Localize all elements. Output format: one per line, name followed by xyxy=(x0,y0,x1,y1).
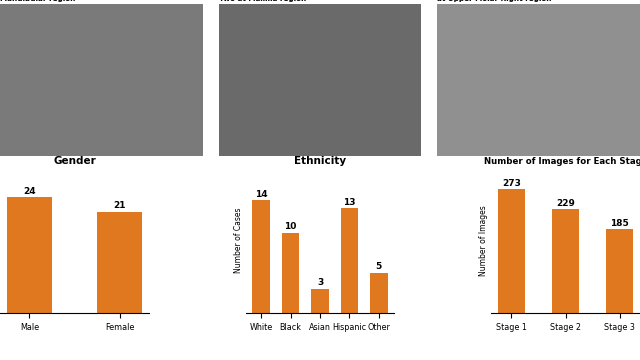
Y-axis label: Number of Cases: Number of Cases xyxy=(234,208,243,273)
Text: 10: 10 xyxy=(284,222,297,231)
Bar xyxy=(97,212,142,313)
Text: 229: 229 xyxy=(556,199,575,208)
Text: 13: 13 xyxy=(343,198,356,207)
Title: Gender: Gender xyxy=(53,156,96,166)
Text: A 49-year-old Asian Male
with Periodontal Stage Three
at Upper Molar Right regio: A 49-year-old Asian Male with Periodonta… xyxy=(438,0,558,2)
Bar xyxy=(252,200,270,313)
Text: 14: 14 xyxy=(255,190,268,199)
Bar xyxy=(370,273,388,313)
Text: 24: 24 xyxy=(23,186,36,195)
Text: 273: 273 xyxy=(502,179,521,188)
Bar xyxy=(606,229,633,313)
Title: Ethnicity: Ethnicity xyxy=(294,156,346,166)
Text: A 55-year-old Black Female
with Periodontal Stage
Two at Maxilla region: A 55-year-old Black Female with Periodon… xyxy=(219,0,330,2)
Bar xyxy=(311,289,329,313)
Y-axis label: Number of Images: Number of Images xyxy=(479,205,488,276)
Bar xyxy=(340,208,358,313)
Title: Number of Images for Each Stage: Number of Images for Each Stage xyxy=(484,157,640,166)
Bar xyxy=(7,197,52,313)
Bar xyxy=(282,233,300,313)
Text: 5: 5 xyxy=(376,262,382,271)
Bar xyxy=(552,209,579,313)
Bar xyxy=(498,189,525,313)
Text: 185: 185 xyxy=(611,219,629,228)
Text: A 22-year-old Hispanic Female
with Periodontal Stage One at
Mandibular region: A 22-year-old Hispanic Female with Perio… xyxy=(0,0,124,2)
Text: 3: 3 xyxy=(317,278,323,287)
Text: 21: 21 xyxy=(113,201,126,210)
